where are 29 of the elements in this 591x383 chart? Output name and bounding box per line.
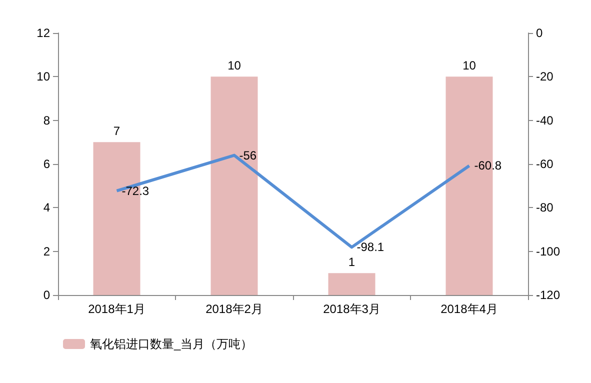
- bar: [328, 273, 376, 295]
- data-label: 10: [462, 58, 476, 73]
- y2-tick-label: -80: [536, 200, 554, 215]
- x-tick-label: 2018年4月: [440, 302, 498, 316]
- y-tick-label: 2: [43, 244, 50, 258]
- y-tick-label: 10: [36, 70, 50, 84]
- y-tick-label: 0: [43, 288, 50, 302]
- data-label: -56: [239, 148, 257, 162]
- x-tick-label: 2018年1月: [88, 302, 146, 316]
- data-label: -98.1: [356, 240, 384, 254]
- x-tick-label: 2018年3月: [323, 302, 380, 316]
- data-label: 7: [113, 124, 120, 138]
- y-tick-label: 12: [36, 26, 50, 40]
- y2-tick-label: -120: [536, 288, 560, 302]
- y-tick-label: 6: [43, 157, 50, 171]
- data-label: -60.8: [474, 158, 502, 173]
- y2-tick-label: -40: [536, 113, 554, 128]
- data-label: 10: [228, 58, 242, 73]
- data-label: 1: [348, 255, 356, 270]
- y2-tick-label: -20: [536, 70, 554, 84]
- y-tick-label: 8: [43, 113, 50, 128]
- bar: [210, 76, 258, 295]
- x-tick-label: 2018年2月: [206, 302, 263, 316]
- y2-tick-label: -60: [536, 157, 554, 171]
- y2-tick-label: 0: [536, 26, 543, 40]
- y2-tick-label: -100: [536, 244, 560, 258]
- y-tick-label: 4: [43, 200, 50, 215]
- legend-label: 氧化铝进口数量_当月（万吨）: [90, 337, 253, 351]
- data-label: -72.3: [122, 184, 150, 198]
